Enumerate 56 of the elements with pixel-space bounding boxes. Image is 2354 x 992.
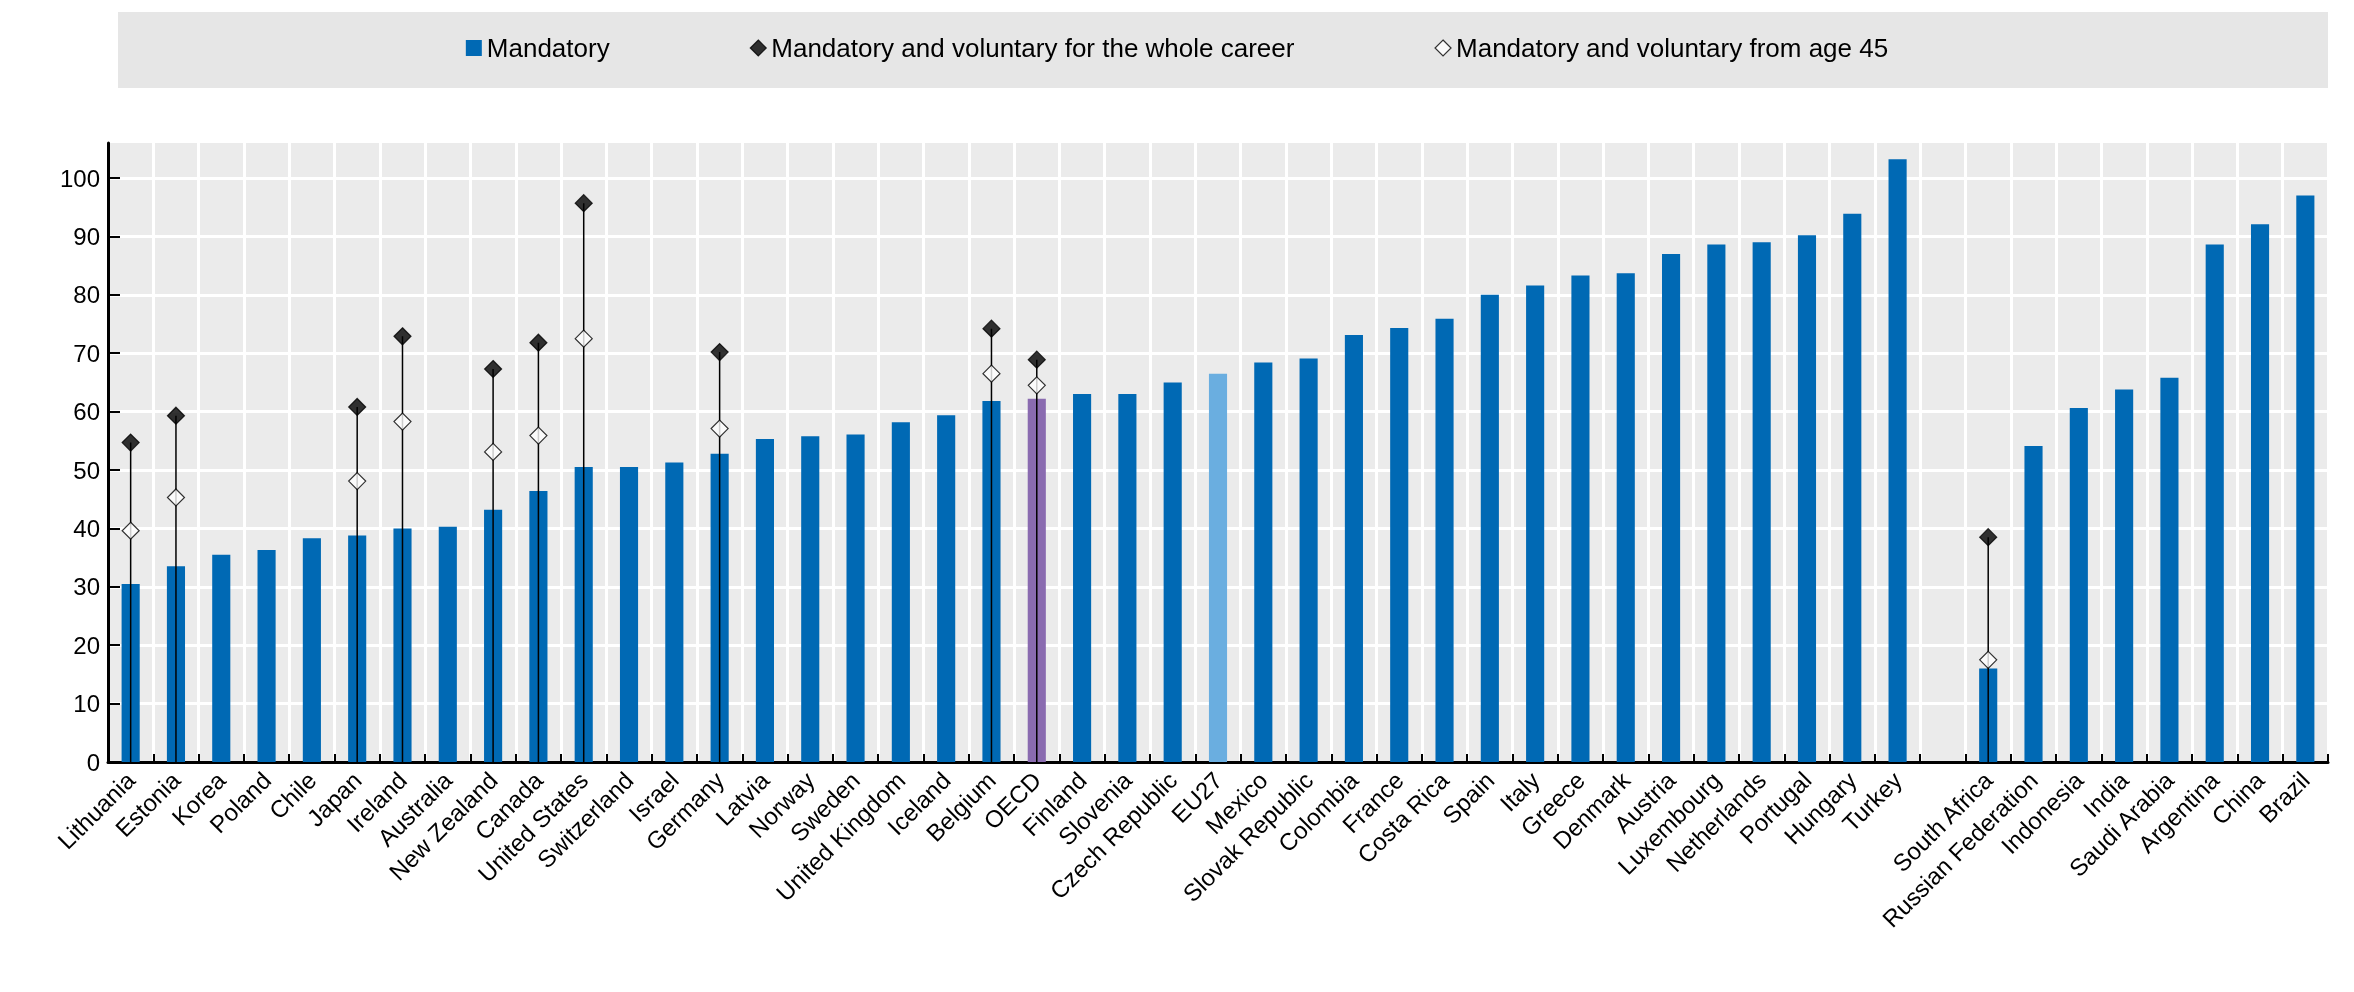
y-tick-label: 20 [73, 631, 100, 659]
y-tick-label: 50 [73, 456, 100, 484]
bar [1526, 285, 1545, 762]
bar [1118, 394, 1137, 762]
bar [2069, 408, 2088, 762]
bar [121, 583, 140, 762]
bar [2160, 377, 2179, 762]
legend-label: Mandatory and voluntary from age 45 [1456, 33, 1889, 63]
bar [212, 554, 231, 762]
bar [1888, 159, 1907, 762]
y-tick-label: 0 [86, 748, 100, 776]
bar [846, 434, 865, 762]
bar [393, 528, 412, 762]
y-tick-label: 80 [73, 281, 100, 309]
bar [1662, 253, 1681, 762]
y-tick-label: 100 [59, 164, 100, 192]
bar [1616, 273, 1635, 762]
bar [1299, 358, 1318, 762]
bar [1752, 242, 1771, 762]
bar [1435, 318, 1454, 762]
bar [2250, 224, 2270, 762]
bar [1254, 362, 1273, 762]
bar [755, 439, 774, 762]
bar [891, 422, 910, 762]
y-tick-label: 30 [73, 573, 100, 601]
bar [1390, 328, 1409, 762]
bar [302, 538, 321, 762]
bar [1344, 335, 1363, 762]
bar [1571, 275, 1590, 762]
y-tick-label: 40 [73, 514, 100, 542]
legend-label: Mandatory [486, 33, 610, 63]
bar [2024, 446, 2043, 762]
bar [2205, 244, 2224, 762]
bar [1073, 394, 1092, 762]
bar [1480, 294, 1499, 762]
bar [665, 462, 684, 762]
y-tick-label: 70 [73, 339, 100, 367]
bar [937, 415, 956, 762]
bar [438, 526, 457, 762]
bar [619, 467, 639, 762]
bar [1208, 373, 1228, 762]
legend-label: Mandatory and voluntary for the whole career [771, 33, 1295, 63]
y-tick-label: 60 [73, 398, 100, 426]
bar [1797, 235, 1817, 762]
bar [1707, 244, 1726, 762]
bar [801, 436, 820, 762]
bar [257, 550, 276, 762]
bar [529, 491, 548, 762]
bar [2296, 195, 2315, 762]
bar [574, 467, 593, 762]
bar [1163, 382, 1182, 762]
y-tick-label: 10 [73, 690, 100, 718]
bar [710, 453, 729, 762]
bar [1843, 213, 1862, 762]
y-tick-label: 90 [73, 222, 100, 250]
bar [2115, 389, 2134, 762]
